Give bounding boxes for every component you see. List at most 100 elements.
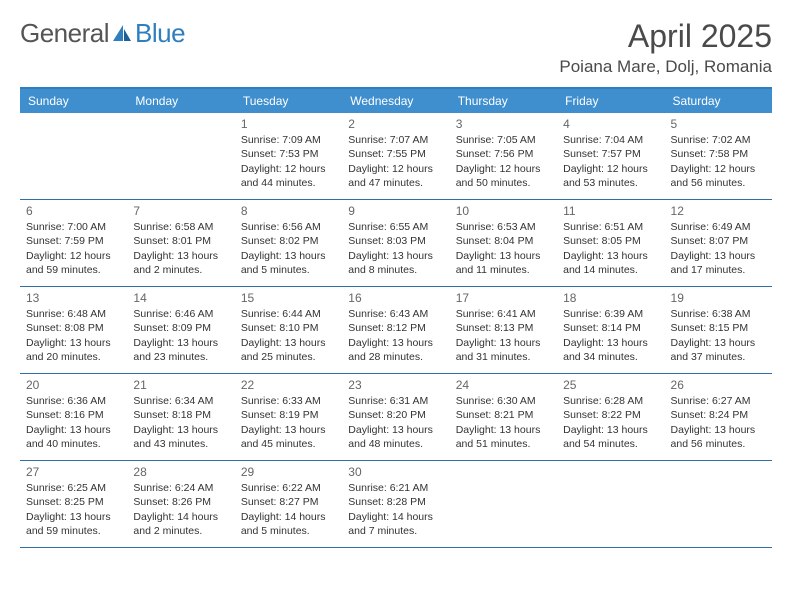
dow-sunday: Sunday — [20, 89, 127, 113]
sunrise-text: Sunrise: 7:02 AM — [671, 133, 766, 147]
sunrise-text: Sunrise: 6:48 AM — [26, 307, 121, 321]
sunrise-text: Sunrise: 6:46 AM — [133, 307, 228, 321]
sunrise-text: Sunrise: 6:27 AM — [671, 394, 766, 408]
sunset-text: Sunset: 7:53 PM — [241, 147, 336, 161]
week-row: 20Sunrise: 6:36 AMSunset: 8:16 PM Dayligh… — [20, 374, 772, 461]
daylight-text-1: Daylight: 14 hours — [133, 510, 228, 524]
sunrise-text: Sunrise: 6:49 AM — [671, 220, 766, 234]
dow-wednesday: Wednesday — [342, 89, 449, 113]
sunset-text: Sunset: 8:12 PM — [348, 321, 443, 335]
daylight-text-2: and 28 minutes. — [348, 350, 443, 364]
week-row: 27Sunrise: 6:25 AMSunset: 8:25 PMDayligh… — [20, 461, 772, 548]
day-cell: 26Sunrise: 6:27 AMSunset: 8:24 PMDayligh… — [665, 374, 772, 460]
day-cell: 10Sunrise: 6:53 AMSunset: 8:04 PMDayligh… — [450, 200, 557, 286]
day-cell: 17Sunrise: 6:41 AMSunset: 8:13 PMDayligh… — [450, 287, 557, 373]
day-cell: 11Sunrise: 6:51 AMSunset: 8:05 PMDayligh… — [557, 200, 664, 286]
day-cell: 27Sunrise: 6:25 AMSunset: 8:25 PMDayligh… — [20, 461, 127, 547]
day-cell: 28Sunrise: 6:24 AMSunset: 8:26 PMDayligh… — [127, 461, 234, 547]
sunrise-text: Sunrise: 6:28 AM — [563, 394, 658, 408]
day-number: 20 — [26, 377, 121, 393]
day-number: 18 — [563, 290, 658, 306]
daylight-text-1: Daylight: 12 hours — [563, 162, 658, 176]
sunrise-text: Sunrise: 6:38 AM — [671, 307, 766, 321]
sunrise-text: Sunrise: 6:58 AM — [133, 220, 228, 234]
sunset-text: Sunset: 8:03 PM — [348, 234, 443, 248]
day-number: 1 — [241, 116, 336, 132]
day-cell: 25Sunrise: 6:28 AMSunset: 8:22 PMDayligh… — [557, 374, 664, 460]
daylight-text-2: and 37 minutes. — [671, 350, 766, 364]
sunset-text: Sunset: 8:26 PM — [133, 495, 228, 509]
day-number: 21 — [133, 377, 228, 393]
daylight-text-2: and 47 minutes. — [348, 176, 443, 190]
sunset-text: Sunset: 8:10 PM — [241, 321, 336, 335]
daylight-text-1: Daylight: 13 hours — [671, 249, 766, 263]
day-cell: 14Sunrise: 6:46 AMSunset: 8:09 PMDayligh… — [127, 287, 234, 373]
daylight-text-1: Daylight: 13 hours — [563, 249, 658, 263]
daylight-text-2: and 53 minutes. — [563, 176, 658, 190]
day-number: 10 — [456, 203, 551, 219]
sunrise-text: Sunrise: 6:36 AM — [26, 394, 121, 408]
sunrise-text: Sunrise: 6:33 AM — [241, 394, 336, 408]
daylight-text-2: and 43 minutes. — [133, 437, 228, 451]
day-cell: 2Sunrise: 7:07 AMSunset: 7:55 PMDaylight… — [342, 113, 449, 199]
day-cell: 13Sunrise: 6:48 AMSunset: 8:08 PMDayligh… — [20, 287, 127, 373]
sunset-text: Sunset: 8:14 PM — [563, 321, 658, 335]
week-row: 13Sunrise: 6:48 AMSunset: 8:08 PMDayligh… — [20, 287, 772, 374]
sunset-text: Sunset: 8:20 PM — [348, 408, 443, 422]
sunset-text: Sunset: 8:18 PM — [133, 408, 228, 422]
daylight-text-1: Daylight: 14 hours — [348, 510, 443, 524]
sunset-text: Sunset: 8:13 PM — [456, 321, 551, 335]
sunset-text: Sunset: 8:27 PM — [241, 495, 336, 509]
daylight-text-1: Daylight: 13 hours — [241, 423, 336, 437]
sunrise-text: Sunrise: 6:53 AM — [456, 220, 551, 234]
day-number: 11 — [563, 203, 658, 219]
daylight-text-1: Daylight: 13 hours — [563, 336, 658, 350]
daylight-text-1: Daylight: 13 hours — [456, 423, 551, 437]
day-cell-empty — [127, 113, 234, 199]
daylight-text-2: and 40 minutes. — [26, 437, 121, 451]
daylight-text-2: and 5 minutes. — [241, 524, 336, 538]
sunset-text: Sunset: 8:08 PM — [26, 321, 121, 335]
daylight-text-1: Daylight: 12 hours — [671, 162, 766, 176]
daylight-text-2: and 44 minutes. — [241, 176, 336, 190]
sunrise-text: Sunrise: 7:05 AM — [456, 133, 551, 147]
day-number: 6 — [26, 203, 121, 219]
day-cell: 29Sunrise: 6:22 AMSunset: 8:27 PMDayligh… — [235, 461, 342, 547]
sunrise-text: Sunrise: 6:24 AM — [133, 481, 228, 495]
calendar-page: { "brand": { "part1": "General", "part2"… — [0, 0, 792, 612]
daylight-text-1: Daylight: 13 hours — [241, 336, 336, 350]
day-cell: 16Sunrise: 6:43 AMSunset: 8:12 PMDayligh… — [342, 287, 449, 373]
dow-friday: Friday — [557, 89, 664, 113]
day-cell: 8Sunrise: 6:56 AMSunset: 8:02 PMDaylight… — [235, 200, 342, 286]
day-number: 3 — [456, 116, 551, 132]
day-number: 2 — [348, 116, 443, 132]
daylight-text-2: and 2 minutes. — [133, 524, 228, 538]
sunset-text: Sunset: 8:04 PM — [456, 234, 551, 248]
sunset-text: Sunset: 8:16 PM — [26, 408, 121, 422]
day-cell-empty — [450, 461, 557, 547]
day-cell: 6Sunrise: 7:00 AMSunset: 7:59 PMDaylight… — [20, 200, 127, 286]
sunrise-text: Sunrise: 6:30 AM — [456, 394, 551, 408]
daylight-text-2: and 5 minutes. — [241, 263, 336, 277]
sunrise-text: Sunrise: 7:07 AM — [348, 133, 443, 147]
daylight-text-1: Daylight: 13 hours — [26, 336, 121, 350]
day-number: 13 — [26, 290, 121, 306]
daylight-text-2: and 14 minutes. — [563, 263, 658, 277]
sunrise-text: Sunrise: 6:34 AM — [133, 394, 228, 408]
daylight-text-2: and 34 minutes. — [563, 350, 658, 364]
day-cell: 5Sunrise: 7:02 AMSunset: 7:58 PMDaylight… — [665, 113, 772, 199]
daylight-text-2: and 54 minutes. — [563, 437, 658, 451]
dow-monday: Monday — [127, 89, 234, 113]
day-cell: 7Sunrise: 6:58 AMSunset: 8:01 PMDaylight… — [127, 200, 234, 286]
day-number: 30 — [348, 464, 443, 480]
sunset-text: Sunset: 7:56 PM — [456, 147, 551, 161]
daylight-text-1: Daylight: 12 hours — [348, 162, 443, 176]
sunrise-text: Sunrise: 7:09 AM — [241, 133, 336, 147]
sunset-text: Sunset: 8:09 PM — [133, 321, 228, 335]
page-title: April 2025 — [559, 18, 772, 55]
daylight-text-1: Daylight: 12 hours — [456, 162, 551, 176]
day-number: 7 — [133, 203, 228, 219]
sunset-text: Sunset: 8:02 PM — [241, 234, 336, 248]
brand-part2: Blue — [135, 18, 185, 49]
daylight-text-1: Daylight: 14 hours — [241, 510, 336, 524]
